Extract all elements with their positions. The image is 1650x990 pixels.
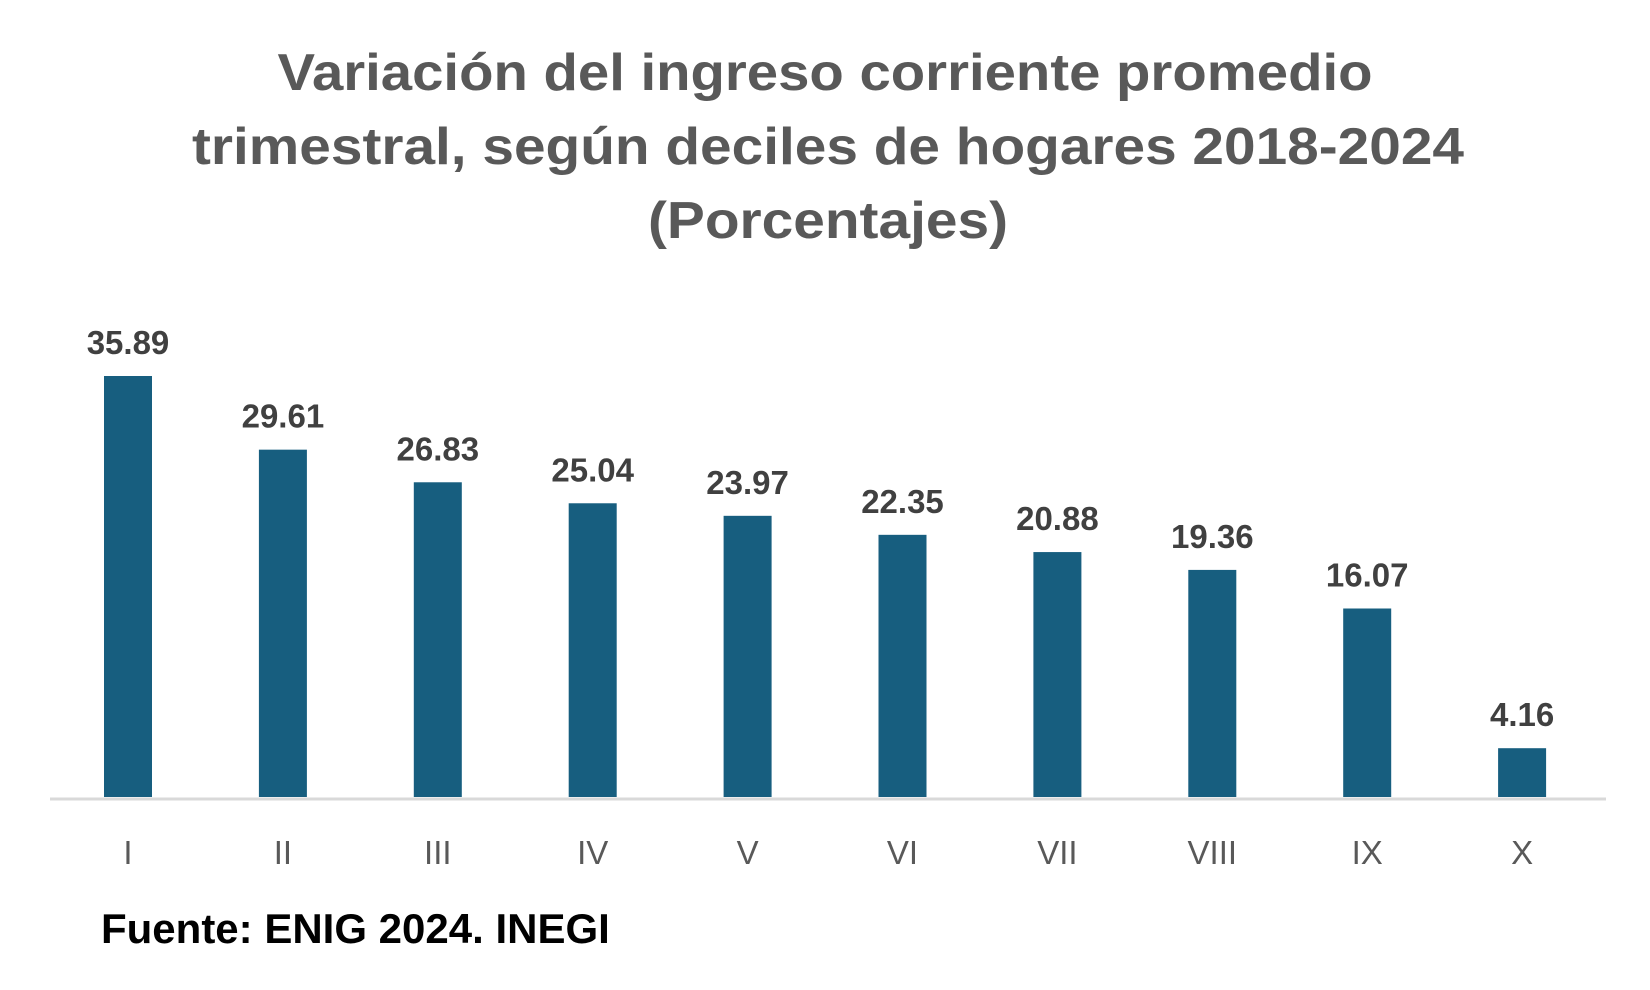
x-tick-label-I: I [123,834,132,871]
bar-VIII [1188,569,1237,797]
bar-II [258,449,307,797]
chart-title-line-1: Variación del ingreso corriente promedio [278,44,1373,102]
data-label-VIII: 19.36 [1171,518,1254,555]
bar-I [104,376,152,797]
x-tick-label-III: III [424,834,452,871]
data-label-IX: 16.07 [1326,556,1409,593]
data-label-X: 4.16 [1490,696,1554,733]
data-label-V: 23.97 [706,464,789,501]
x-tick-label-VIII: VIII [1188,834,1238,871]
chart-title-line-3: (Porcentajes) [648,192,1008,250]
chart-title-line-2: trimestral, según deciles de hogares 201… [192,118,1464,176]
bar-V [723,515,772,797]
x-tick-label-X: X [1511,834,1533,871]
data-label-III: 26.83 [397,430,480,467]
x-tick-label-VII: VII [1037,834,1077,871]
data-label-I: 35.89 [87,324,170,361]
bars-group: 35.89 I 29.61 II 26.83 III 25.04 IV 23.97 V 22.35 V… [87,324,1555,871]
data-label-VII: 20.88 [1016,500,1099,537]
x-tick-label-V: V [737,834,759,871]
data-label-IV: 25.04 [551,451,634,488]
x-tick-label-VI: VI [887,834,918,871]
bar-IV [568,503,617,797]
bar-X [1498,748,1547,797]
bar-VII [1033,552,1082,797]
x-tick-label-IX: IX [1352,834,1383,871]
data-label-II: 29.61 [242,398,325,435]
x-tick-label-II: II [274,834,292,871]
bar-III [413,482,462,797]
x-tick-label-IV: IV [577,834,608,871]
data-label-VI: 22.35 [861,483,944,520]
bar-VI [878,534,927,797]
source-note: Fuente: ENIG 2024. INEGI [101,905,610,952]
bar-IX [1343,608,1392,797]
